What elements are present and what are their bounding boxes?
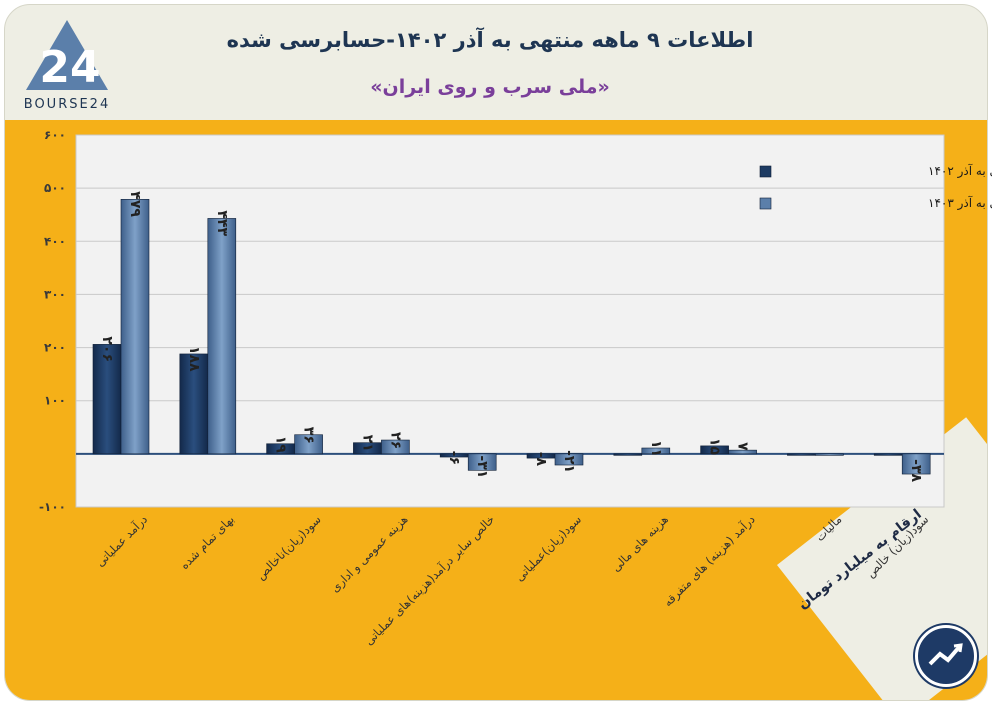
category-label: درآمد عملیاتی (93, 512, 151, 570)
bar-series2 (294, 434, 323, 455)
data-label: -۳۸ (908, 459, 924, 482)
logo-text: BOURSE24 (24, 97, 110, 112)
logo-triangle (26, 20, 108, 90)
data-label: ۲۱ (359, 435, 375, 452)
category-label: درآمد (هزینه) های متفرقه (661, 512, 759, 610)
legend-swatch (759, 165, 772, 178)
data-labels: ۲۰۶ ۱۸۸ ۱۹ ۲۱ -۶ -۸ ۱۵ ۴۷۹ ۴۴۳ ۳۶ ۲۶ -۳۱ -۲۱ ۱۱ ۷ -۳۸ (99, 191, 924, 482)
data-label: ۱۹ (273, 436, 289, 454)
bar-series2 (728, 449, 757, 455)
category-label: سود(زیان)عملیاتی (512, 512, 584, 584)
bar-series2 (901, 453, 931, 475)
bar-series2 (381, 439, 410, 455)
legend-swatch (759, 197, 772, 210)
data-label: ۴۷۹ (127, 191, 143, 217)
logo-number: 24 (39, 42, 100, 93)
data-label: ۴۴۳ (214, 210, 230, 236)
bar-series2 (641, 447, 671, 455)
y-tick-label: ۵۰۰ (44, 181, 66, 195)
data-label: -۲۱ (561, 450, 577, 473)
y-tick-label: ۳۰۰ (44, 287, 66, 301)
data-label: ۲۰۶ (99, 336, 115, 362)
y-tick-label: ۴۰۰ (44, 234, 66, 248)
chart-subtitle: «ملی سرب و روی ایران» (370, 76, 610, 98)
bar-series2 (207, 218, 237, 455)
category-labels: درآمد عملیاتی بهای تمام شده سود(زیان)ناخال… (93, 512, 932, 648)
data-label: -۸ (533, 452, 549, 467)
bar-series2 (815, 453, 844, 456)
category-label: سود(زیان)ناخالص (254, 512, 325, 583)
legend: عملکرد منتهی به آذر ۱۴۰۲ عملکرد منتهی به … (759, 163, 992, 211)
data-label: ۲۶ (387, 432, 403, 449)
category-label: هزینه عمومی و اداری (328, 512, 411, 595)
data-label: -۶ (446, 451, 462, 465)
legend-label: عملکرد منتهی به آذر ۱۴۰۲ (928, 163, 992, 179)
bar-series2 (554, 453, 584, 466)
category-label: هزینه های مالی (609, 512, 672, 575)
y-tick-label: ۱۰۰ (44, 394, 66, 408)
y-axis-ticks: -۱۰۰ ۱۰۰ ۲۰۰ ۳۰۰ ۴۰۰ ۵۰۰ ۶۰۰ (39, 128, 66, 514)
y-tick-label: ۲۰۰ (44, 341, 66, 355)
data-label: ۱۵ (707, 438, 723, 456)
category-label: بهای تمام شده (177, 512, 237, 572)
data-label: ۱۱ (648, 440, 664, 457)
legend-label: عملکرد منتهی به آذر ۱۴۰۳ (928, 195, 992, 211)
chart-title: اطلاعات ۹ ماهه منتهی به آذر ۱۴۰۲-حسابرسی… (226, 28, 754, 52)
category-label: مالیات (813, 512, 845, 544)
data-label: ۳۶ (301, 427, 317, 444)
y-tick-label: ۶۰۰ (44, 128, 66, 142)
data-label: ۷ (735, 442, 751, 451)
trend-arrow-icon (928, 643, 963, 666)
bar-series1 (92, 344, 122, 455)
bars (92, 199, 931, 475)
bar-series1 (873, 453, 903, 456)
data-label: -۳۱ (474, 455, 490, 478)
bar-series1 (613, 453, 643, 456)
bar-series2 (120, 199, 150, 455)
data-label: ۱۸۸ (186, 346, 202, 372)
bourse24-logo: 24 BOURSE24 (24, 20, 110, 112)
bar-series2 (467, 453, 497, 471)
bar-series1 (179, 353, 209, 455)
bar-series1 (787, 453, 816, 456)
y-tick-label: -۱۰۰ (39, 500, 66, 514)
chart-trend-icon (915, 625, 977, 687)
